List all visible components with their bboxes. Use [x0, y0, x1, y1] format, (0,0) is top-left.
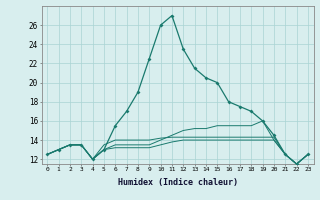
X-axis label: Humidex (Indice chaleur): Humidex (Indice chaleur): [118, 178, 237, 187]
